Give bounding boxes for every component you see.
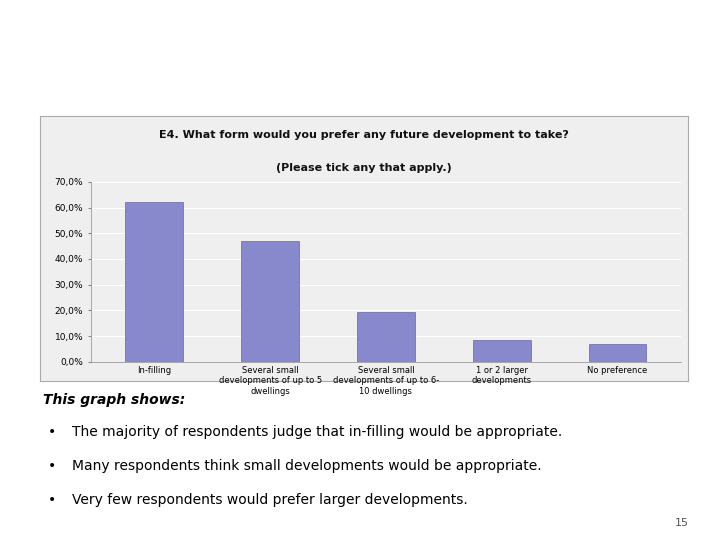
Bar — [125, 202, 184, 362]
Text: •: • — [48, 492, 56, 507]
Text: •: • — [48, 426, 56, 440]
Bar — [357, 312, 415, 362]
Bar — [473, 340, 531, 362]
Text: 15: 15 — [675, 518, 688, 528]
Text: •: • — [48, 459, 56, 473]
Bar — [588, 344, 647, 362]
Text: Very few respondents would prefer larger developments.: Very few respondents would prefer larger… — [73, 492, 468, 507]
Text: E4. What form would you prefer any future development to take?: E4. What form would you prefer any futur… — [159, 130, 570, 140]
Bar — [241, 241, 299, 362]
Text: 5. Housing Development: 5. Housing Development — [153, 43, 567, 76]
Text: The majority of respondents judge that in-filling would be appropriate.: The majority of respondents judge that i… — [73, 426, 563, 440]
Text: This graph shows:: This graph shows: — [42, 393, 185, 407]
Text: (Please tick any that apply.): (Please tick any that apply.) — [276, 163, 452, 173]
Text: Many respondents think small developments would be appropriate.: Many respondents think small development… — [73, 459, 542, 473]
